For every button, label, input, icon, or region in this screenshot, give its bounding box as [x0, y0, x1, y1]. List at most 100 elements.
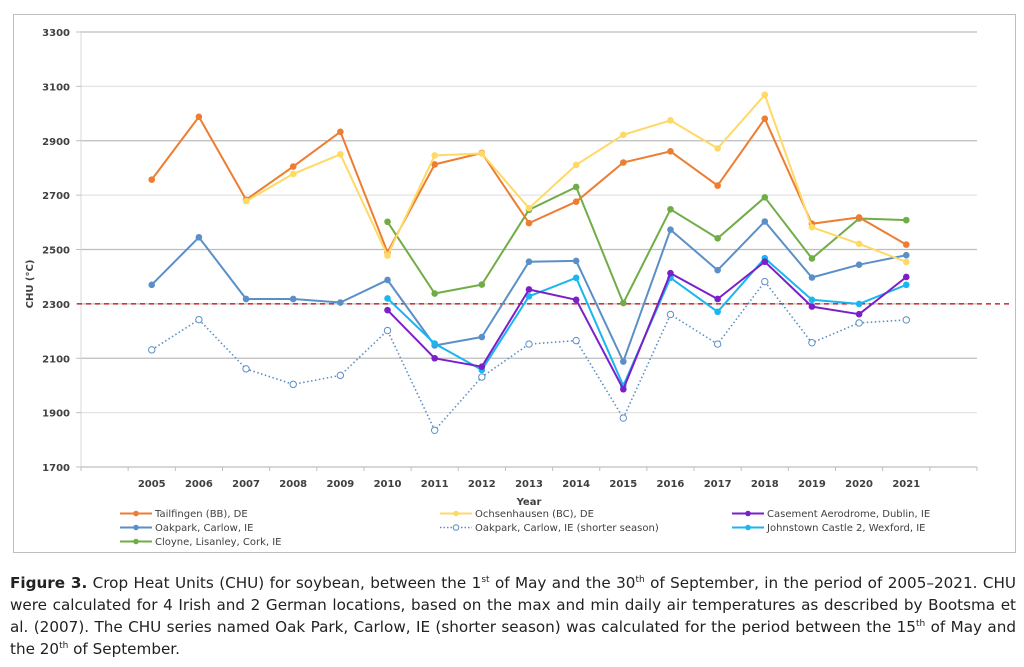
data-point	[431, 290, 438, 297]
legend-marker	[133, 510, 139, 517]
data-point	[195, 113, 203, 121]
data-point	[902, 241, 910, 248]
data-point	[337, 151, 344, 158]
caption-text-5: of September.	[68, 640, 180, 658]
data-point	[902, 273, 910, 281]
data-point	[572, 296, 580, 304]
data-point	[620, 159, 627, 166]
x-tick-label: 2008	[279, 479, 307, 490]
data-point	[714, 266, 721, 274]
data-point	[525, 258, 533, 266]
x-tick-label: 2015	[609, 479, 637, 490]
series-3	[148, 218, 910, 365]
data-point	[525, 204, 533, 212]
legend-label: Cloyne, Lisanley, Cork, IE	[155, 537, 282, 548]
legend-label: Tailfingen (BB), DE	[154, 509, 248, 520]
caption-sup-2: th	[635, 575, 645, 585]
x-tick-label: 2019	[798, 479, 826, 490]
series-6	[384, 183, 910, 307]
data-point	[195, 233, 203, 241]
legend-label: Johnstown Castle 2, Wexford, IE	[766, 523, 926, 534]
data-point	[902, 258, 910, 266]
data-point	[714, 308, 721, 316]
caption-sup-4: th	[59, 641, 69, 651]
data-point	[808, 255, 816, 262]
data-point	[808, 339, 816, 347]
series-line	[386, 260, 907, 391]
data-point	[384, 252, 391, 259]
data-point	[855, 319, 863, 327]
x-tick-label: 2018	[751, 479, 779, 490]
data-point	[242, 295, 250, 303]
data-point	[384, 295, 391, 302]
caption-sup-1: st	[481, 575, 490, 585]
data-point	[572, 257, 580, 265]
data-point	[148, 176, 156, 183]
series-line	[150, 115, 907, 254]
series-line	[386, 186, 907, 305]
data-point	[761, 277, 769, 286]
data-point	[478, 363, 486, 370]
y-tick-label: 3300	[42, 28, 70, 39]
data-point	[478, 373, 486, 381]
data-point	[525, 340, 533, 348]
data-point	[808, 223, 816, 231]
data-point	[667, 205, 674, 213]
data-point	[855, 261, 863, 269]
data-point	[714, 235, 721, 242]
data-point	[714, 295, 721, 303]
gridlines	[81, 31, 977, 414]
data-point	[620, 385, 627, 393]
series-0	[148, 113, 910, 256]
x-tick-label: 2005	[138, 479, 166, 490]
legend-item: Tailfingen (BB), DE	[120, 509, 248, 520]
series-5	[384, 254, 910, 390]
data-point	[525, 292, 533, 300]
data-point	[761, 91, 769, 99]
data-point	[289, 380, 297, 389]
data-point	[855, 214, 863, 221]
x-tick-label: 2012	[468, 479, 496, 490]
legend-marker	[745, 524, 751, 531]
data-point	[902, 316, 910, 324]
legend-item: Casement Aerodrome, Dublin, IE	[732, 509, 930, 520]
x-tick-label: 2016	[657, 479, 685, 490]
y-tick-label: 1900	[42, 409, 70, 420]
series-line	[245, 93, 907, 263]
caption-text-2: of May and the 30	[489, 574, 636, 592]
data-point	[478, 281, 486, 288]
figure-caption: Figure 3. Crop Heat Units (CHU) for soyb…	[10, 572, 1016, 660]
data-point	[620, 131, 627, 139]
data-point	[478, 150, 486, 157]
data-point	[336, 371, 345, 380]
caption-text-1: Crop Heat Units (CHU) for soybean, betwe…	[87, 574, 482, 592]
caption-text-4: of May and the 20	[10, 618, 1016, 658]
data-point	[431, 354, 438, 362]
data-point	[572, 274, 580, 282]
data-point	[666, 310, 675, 319]
data-point	[667, 269, 674, 277]
data-point	[902, 251, 910, 259]
data-point	[855, 310, 863, 318]
legend: Tailfingen (BB), DE Ochsenhausen (BC), DE…	[120, 509, 930, 548]
data-point	[620, 358, 627, 365]
caption-label: Figure 3.	[10, 574, 88, 592]
data-point	[384, 276, 391, 284]
x-axis-title: Year	[516, 497, 542, 508]
data-point	[572, 336, 580, 345]
data-point	[761, 115, 769, 123]
y-tick-label: 1700	[42, 463, 70, 474]
legend-item: Cloyne, Lisanley, Cork, IE	[120, 537, 282, 548]
series-4	[148, 277, 910, 434]
data-point	[808, 296, 816, 304]
data-point	[572, 198, 580, 205]
data-point	[808, 274, 816, 281]
x-tick-label: 2013	[515, 479, 543, 490]
y-tick-label: 2500	[42, 246, 70, 257]
legend-marker	[745, 510, 751, 517]
x-tick-label: 2006	[185, 479, 213, 490]
y-tick-label: 2300	[42, 300, 70, 311]
data-point	[572, 183, 580, 191]
data-point	[761, 194, 769, 201]
legend-label: Ochsenhausen (BC), DE	[475, 509, 594, 520]
